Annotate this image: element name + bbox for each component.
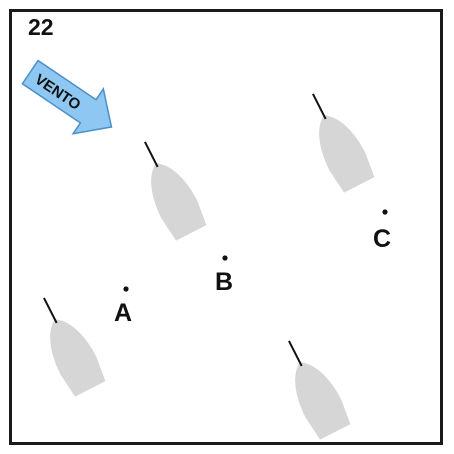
sailboat-icon [282, 340, 354, 441]
sailboat-icon [138, 141, 210, 242]
sailboat-icon [306, 93, 378, 194]
sailboat-icon [37, 297, 109, 398]
point-b-dot [222, 255, 228, 261]
point-c-dot [382, 209, 388, 215]
point-a-label: A [114, 299, 133, 327]
point-a-dot [123, 286, 129, 292]
wind-arrow-icon: VENTO [21, 59, 113, 135]
point-c-label: C [373, 225, 392, 253]
question-number: 22 [28, 14, 54, 40]
point-b-label: B [215, 268, 234, 296]
